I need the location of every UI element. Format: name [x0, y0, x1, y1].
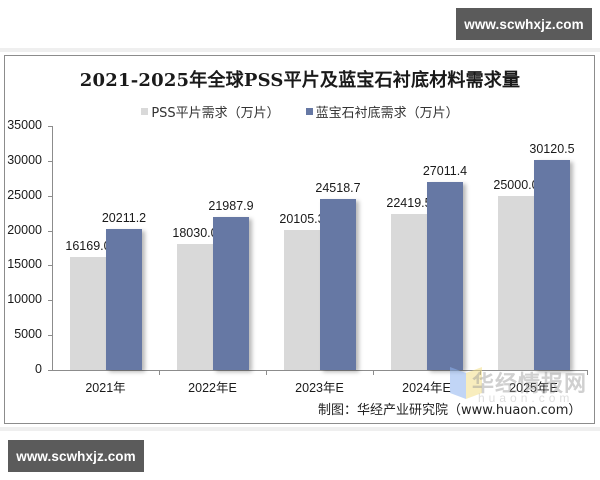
value-label-pss: 16169.0 [65, 239, 111, 254]
x-tick [159, 370, 160, 375]
y-tick-label: 10000 [7, 292, 42, 307]
legend-item-sapphire[interactable]: 蓝宝石衬底需求（万片） [305, 102, 459, 121]
y-tick-label: 30000 [7, 152, 42, 167]
y-tick [48, 195, 52, 197]
y-tick [48, 300, 52, 302]
watermark-bottom: www.scwhxjz.com [8, 440, 144, 472]
y-tick [48, 126, 52, 127]
legend-swatch-pss [141, 108, 149, 115]
separator-top [0, 48, 600, 52]
y-tick-label: 35000 [7, 118, 42, 132]
bar-sapphire[interactable] [320, 199, 356, 370]
x-tick [587, 370, 588, 375]
x-category-label: 2021年 [85, 381, 126, 395]
x-category-label: 2022年E [188, 381, 237, 395]
x-category-label: 2025年E [509, 381, 558, 395]
chart-title: 2021-2025年全球PSS平片及蓝宝石衬底材料需求量 [79, 70, 521, 91]
value-label-pss: 18030.0 [172, 226, 218, 241]
y-tick-label: 25000 [7, 187, 42, 202]
huaon-logo-icon [450, 367, 484, 399]
legend-label-pss: PSS平片需求（万片） [151, 106, 280, 121]
value-label-pss: 22419.5 [386, 195, 432, 210]
value-label-sapphire: 24518.7 [315, 181, 361, 196]
chart-legend: PSS平片需求（万片） 蓝宝石衬底需求（万片） [0, 102, 600, 121]
bar-pss[interactable] [70, 257, 106, 370]
y-tick [48, 370, 52, 371]
value-label-pss: 25000.0 [493, 177, 539, 192]
y-tick [48, 160, 52, 162]
x-axis [52, 370, 588, 371]
x-tick [373, 370, 374, 375]
value-label-sapphire: 30120.5 [529, 142, 575, 157]
bar-sapphire[interactable] [213, 216, 249, 370]
watermark-logo-text: 华经情报网 [472, 372, 588, 397]
legend-label-sapphire: 蓝宝石衬底需求（万片） [315, 106, 459, 121]
x-category-label: 2024年E [402, 381, 451, 395]
bar-pss[interactable] [284, 229, 320, 370]
value-label-pss: 20105.3 [279, 211, 325, 226]
x-tick [266, 370, 267, 375]
y-axis [52, 126, 53, 371]
y-tick [48, 265, 52, 267]
y-tick-label: 15000 [7, 257, 42, 272]
value-label-sapphire: 27011.4 [422, 163, 468, 178]
y-tick-label: 5000 [14, 327, 42, 342]
bar-sapphire[interactable] [534, 160, 570, 370]
bar-pss[interactable] [177, 244, 213, 370]
bar-sapphire[interactable] [427, 181, 463, 370]
y-tick [48, 335, 52, 337]
x-category-label: 2023年E [295, 381, 344, 395]
separator-bottom [0, 427, 600, 431]
y-tick-label: 0 [35, 362, 42, 376]
value-label-sapphire: 21987.9 [208, 198, 254, 213]
y-tick-label: 20000 [7, 222, 42, 237]
watermark-logo-url: huaon.com [478, 391, 574, 405]
legend-item-pss[interactable]: PSS平片需求（万片） [141, 102, 280, 121]
bar-pss[interactable] [498, 195, 534, 370]
bar-sapphire[interactable] [106, 229, 142, 370]
bar-pss[interactable] [391, 213, 427, 370]
watermark-top: www.scwhxjz.com [456, 8, 592, 40]
legend-swatch-sapphire [305, 108, 313, 115]
value-label-sapphire: 20211.2 [101, 211, 147, 226]
y-tick [48, 230, 52, 232]
source-note: 制图：华经产业研究院（www.huaon.com） [318, 403, 582, 418]
